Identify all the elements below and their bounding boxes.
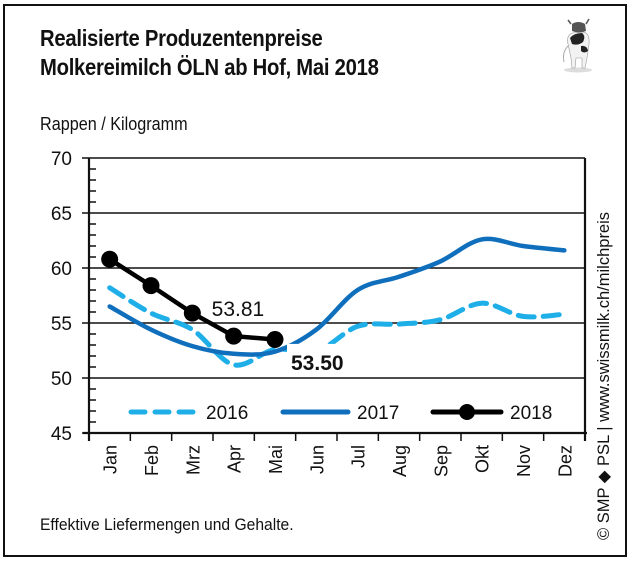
data-point-2018 [225, 327, 243, 345]
x-tick-label: Okt [473, 445, 493, 473]
x-tick-label: Sep [431, 445, 451, 477]
x-tick-label: Dez [555, 445, 575, 477]
annotation-mai-bg [287, 343, 353, 375]
annotation-mai-2018: 53.50 [291, 352, 344, 375]
x-tick-label: Aug [390, 445, 410, 477]
data-point-2018 [266, 331, 284, 348]
x-tick-label: Jun [307, 445, 327, 474]
data-point-2018 [183, 304, 201, 322]
legend-label: 2018 [510, 403, 552, 424]
x-tick-label: Jan [101, 445, 121, 474]
x-tick-label: Feb [142, 445, 162, 476]
legend-label: 2017 [357, 403, 399, 424]
chart-title: Realisierte Produzentenpreise Molkereimi… [40, 24, 379, 82]
gridlines [89, 157, 585, 379]
annotations: 53.81 53.50 [212, 298, 353, 375]
series-lines [101, 236, 567, 368]
y-tick-label: 70 [51, 149, 72, 170]
y-tick-label: 65 [51, 204, 72, 225]
legend-label: 2016 [206, 403, 248, 424]
legend-marker [459, 404, 475, 420]
x-tick-label: Jul [349, 445, 369, 468]
x-tick-label: Nov [514, 445, 534, 477]
title-line-2: Molkereimilch ÖLN ab Hof, Mai 2018 [40, 54, 379, 80]
y-tick-label: 55 [51, 314, 72, 335]
chart-frame [3, 4, 627, 557]
y-tick-label: 45 [51, 424, 72, 445]
x-tick-labels: Jan Feb Mrz Apr Mai Jun Jul Aug Sep Okt Nov Dez [101, 445, 576, 477]
series-line-2017 [107, 236, 567, 357]
data-point-2018 [101, 250, 119, 268]
legend: 2016 2017 2018 [128, 403, 552, 424]
annotation-apr-2018: 53.81 [212, 298, 265, 321]
y-tick-labels: 45 50 55 60 65 70 [51, 149, 72, 445]
x-tick-label: Mrz [183, 445, 203, 475]
data-point-2018 [142, 277, 160, 295]
series-line-2016 [107, 285, 567, 368]
legend-item-2016: 2016 [128, 403, 248, 424]
legend-item-2018: 2018 [430, 403, 552, 424]
source-credit: © SMP ◆ PSL | www.swissmilk.ch/milchprei… [595, 211, 613, 540]
legend-item-2017: 2017 [280, 403, 399, 424]
y-tick-label: 60 [51, 259, 72, 280]
title-line-1: Realisierte Produzentenpreise [40, 25, 323, 51]
footnote: Effektive Liefermengen und Gehalte. [40, 515, 294, 534]
cow-icon [556, 18, 600, 74]
x-tick-label: Apr [225, 445, 245, 473]
axes [82, 157, 587, 441]
y-axis-unit-label: Rappen / Kilogramm [40, 114, 188, 134]
x-tick-label: Mai [266, 445, 286, 474]
y-tick-label: 50 [51, 369, 72, 390]
